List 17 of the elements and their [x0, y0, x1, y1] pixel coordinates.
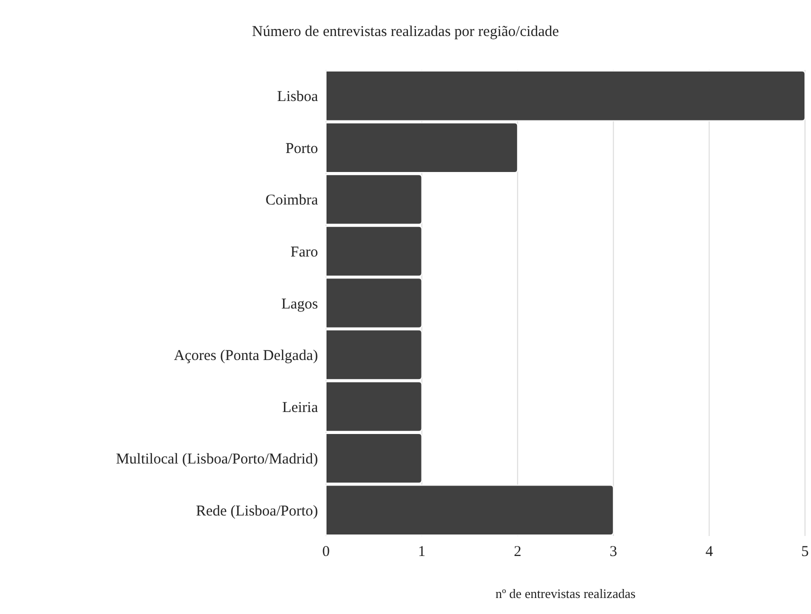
x-tick-label: 3	[610, 544, 618, 560]
y-tick-label: Lagos	[281, 296, 318, 312]
y-tick-label: Multilocal (Lisboa/Porto/Madrid)	[116, 452, 318, 468]
x-tick-label: 4	[705, 544, 714, 560]
y-tick-label: Coimbra	[266, 192, 318, 209]
chart-title: Número de entrevistas realizadas por região/cidade	[252, 24, 560, 40]
x-tick-label: 2	[514, 544, 522, 560]
x-axis-title: nº de entrevistas realizadas	[495, 586, 636, 601]
y-tick-label: Lisboa	[277, 89, 318, 106]
y-tick-label: Faro	[290, 244, 318, 260]
x-tick-label: 1	[418, 544, 426, 560]
y-tick-label: Açores (Ponta Delgada)	[174, 348, 318, 364]
x-tick-label: 5	[801, 544, 809, 560]
y-tick-label: Leiria	[282, 400, 318, 416]
y-tick-label: Porto	[285, 140, 318, 157]
y-tick-label: Rede (Lisboa/Porto)	[196, 503, 318, 520]
x-tick-label: 0	[322, 544, 330, 560]
